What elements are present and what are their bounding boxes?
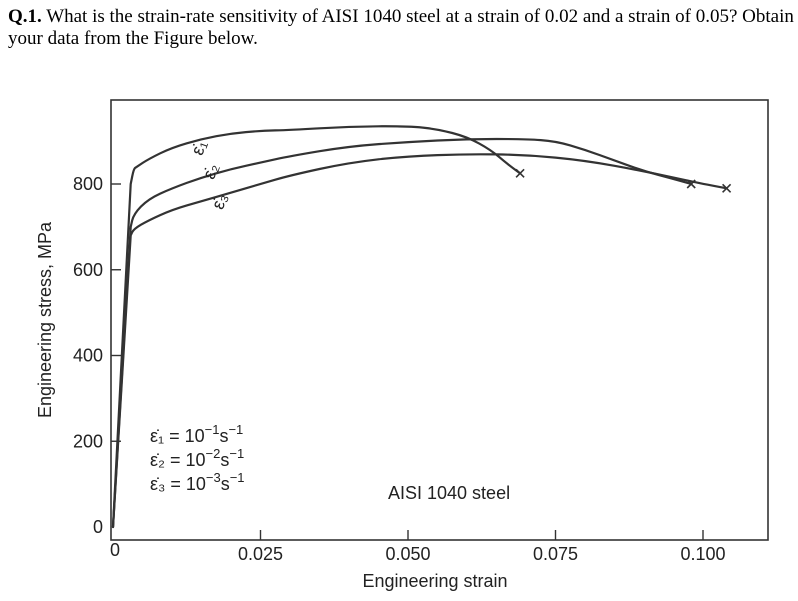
fracture-markers-group xyxy=(515,168,732,193)
y-tick-label: 800 xyxy=(73,174,103,194)
legend-item-1: ε̇₁ = 10−1s−1 xyxy=(150,422,243,446)
curve-labels-group: ε̇₁ ε̇₂ ε̇₃ xyxy=(187,138,231,212)
fracture-marker-3 xyxy=(722,183,732,193)
legend-item-3: ε̇₃ = 10−3s−1 xyxy=(150,470,245,494)
curve-series-3 xyxy=(111,153,728,529)
y-tick-label: 400 xyxy=(73,346,103,366)
x-tick-label: 0 xyxy=(110,540,120,560)
x-axis-ticks: 0 0.025 0.050 0.075 0.100 xyxy=(110,530,726,564)
x-tick-label: 0.100 xyxy=(680,544,725,564)
question-body: What is the strain-rate sensitivity of A… xyxy=(8,6,794,49)
x-tick-label: 0.075 xyxy=(533,544,578,564)
legend-item-2: ε̇₂ = 10−2s−1 xyxy=(150,446,244,470)
fracture-marker-stroke xyxy=(722,183,732,193)
fracture-marker-1 xyxy=(515,168,525,178)
x-tick-label: 0.050 xyxy=(385,544,430,564)
strain-rate-legend: ε̇₁ = 10−1s−1ε̇₂ = 10−2s−1ε̇₃ = 10−3s−1 xyxy=(150,422,245,494)
fracture-marker-stroke xyxy=(686,179,696,189)
y-tick-label: 200 xyxy=(73,431,103,451)
y-tick-label: 0 xyxy=(93,517,103,537)
curve-label-2: ε̇₂ xyxy=(199,161,223,182)
x-tick-label: 0.025 xyxy=(238,544,283,564)
y-axis-ticks: 0 200 400 600 800 xyxy=(73,174,121,537)
curve-label-3: ε̇₃ xyxy=(207,191,231,212)
fracture-marker-2 xyxy=(686,179,696,189)
x-axis-title: Engineering strain xyxy=(362,571,507,591)
y-tick-label: 600 xyxy=(73,260,103,280)
plot-frame xyxy=(110,99,769,541)
curve-label-1: ε̇₁ xyxy=(187,138,211,158)
curve-series-2 xyxy=(111,137,693,529)
curves-group xyxy=(111,125,728,529)
question-text: Q.1. What is the strain-rate sensitivity… xyxy=(8,6,794,50)
y-axis-title: Engineering stress, MPa xyxy=(35,221,55,418)
fracture-marker-stroke xyxy=(515,168,525,178)
question-number: Q.1. xyxy=(8,6,42,27)
material-annotation: AISI 1040 steel xyxy=(388,483,510,503)
